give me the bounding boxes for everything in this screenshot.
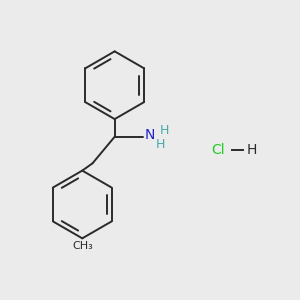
Text: N: N	[145, 128, 155, 142]
Text: H: H	[156, 139, 165, 152]
Text: CH₃: CH₃	[72, 241, 93, 251]
Text: H: H	[246, 143, 257, 157]
Text: H: H	[159, 124, 169, 137]
Text: Cl: Cl	[211, 143, 224, 157]
